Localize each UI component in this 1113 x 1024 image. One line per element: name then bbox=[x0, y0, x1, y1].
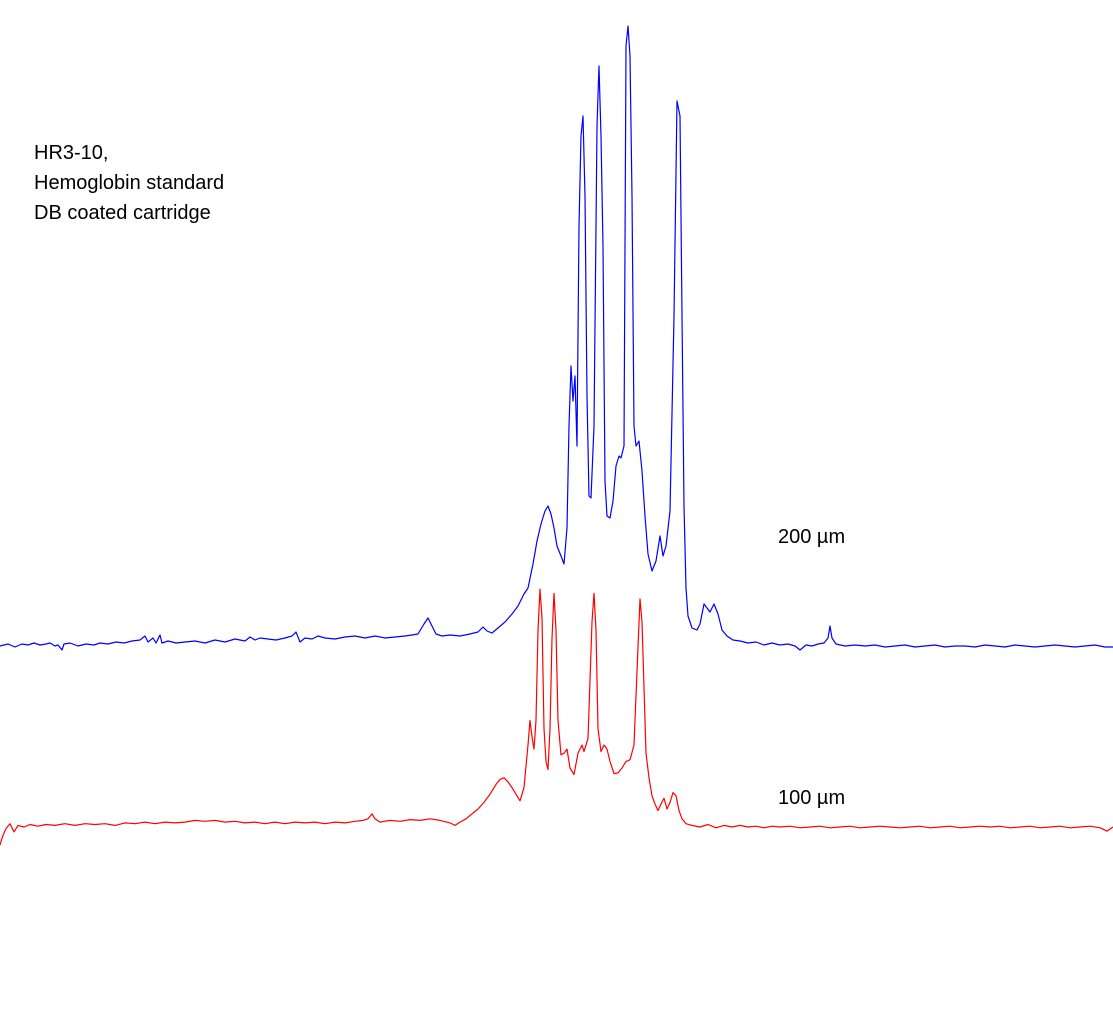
series-label-100um: 100 µm bbox=[778, 787, 846, 809]
figure-caption: HR3-10, Hemoglobin standard DB coated ca… bbox=[34, 138, 224, 228]
trace-100um bbox=[0, 588, 1113, 846]
caption-line-sample: HR3-10, bbox=[34, 142, 109, 164]
caption-line-cartridge: DB coated cartridge bbox=[34, 202, 211, 224]
caption-line-standard: Hemoglobin standard bbox=[34, 172, 225, 194]
series-label-200um: 200 µm bbox=[778, 526, 846, 548]
trace-200um bbox=[0, 25, 1113, 651]
